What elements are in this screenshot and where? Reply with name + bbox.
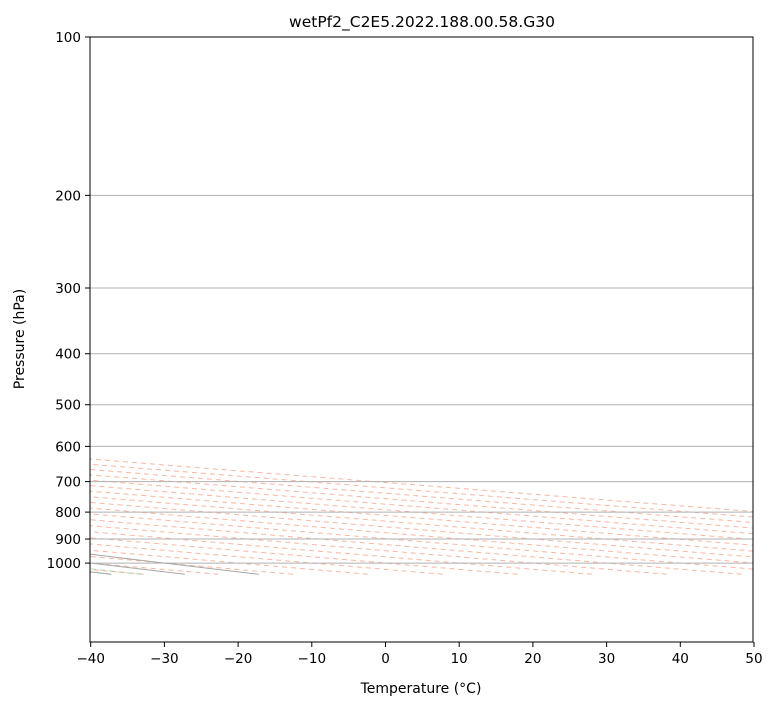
y-tick-label: 100 (55, 30, 81, 46)
chart-title: wetPf2_C2E5.2022.188.00.58.G30 (289, 13, 555, 32)
x-axis-ticks: −40 −30 −20 −10 0 10 20 30 40 50 (76, 642, 763, 667)
dry-adiabat (90, 501, 753, 558)
y-tick-label: 400 (55, 347, 81, 363)
y-tick-label: 900 (55, 532, 81, 548)
dry-adiabat (90, 531, 593, 575)
y-tick-label: 600 (55, 439, 81, 455)
background-lines (90, 458, 753, 575)
y-axis-label: Pressure (hPa) (12, 289, 28, 389)
x-tick-label: −30 (150, 651, 179, 667)
y-tick-label: 300 (55, 281, 81, 297)
x-tick-label: 20 (524, 651, 541, 667)
x-tick-label: 30 (598, 651, 615, 667)
x-tick-label: −20 (224, 651, 253, 667)
y-axis-ticks: 100 200 300 400 500 600 700 800 900 1000 (47, 30, 90, 572)
x-tick-label: −10 (298, 651, 327, 667)
x-tick-label: 10 (451, 651, 468, 667)
x-tick-label: 0 (381, 651, 390, 667)
x-tick-label: −40 (76, 651, 105, 667)
y-tick-label: 500 (55, 398, 81, 414)
plot-frame (89, 36, 754, 643)
dry-adiabat (90, 485, 753, 540)
dry-adiabat (90, 496, 753, 552)
y-tick-label: 1000 (47, 556, 81, 572)
x-tick-label: 50 (745, 651, 762, 667)
x-tick-label: 40 (672, 651, 689, 667)
x-axis-label: Temperature (°C) (360, 681, 482, 697)
y-tick-label: 800 (55, 505, 81, 521)
pressure-gridlines (90, 37, 753, 564)
y-tick-label: 700 (55, 475, 81, 491)
dry-adiabat (90, 513, 753, 570)
y-tick-label: 200 (55, 188, 81, 204)
